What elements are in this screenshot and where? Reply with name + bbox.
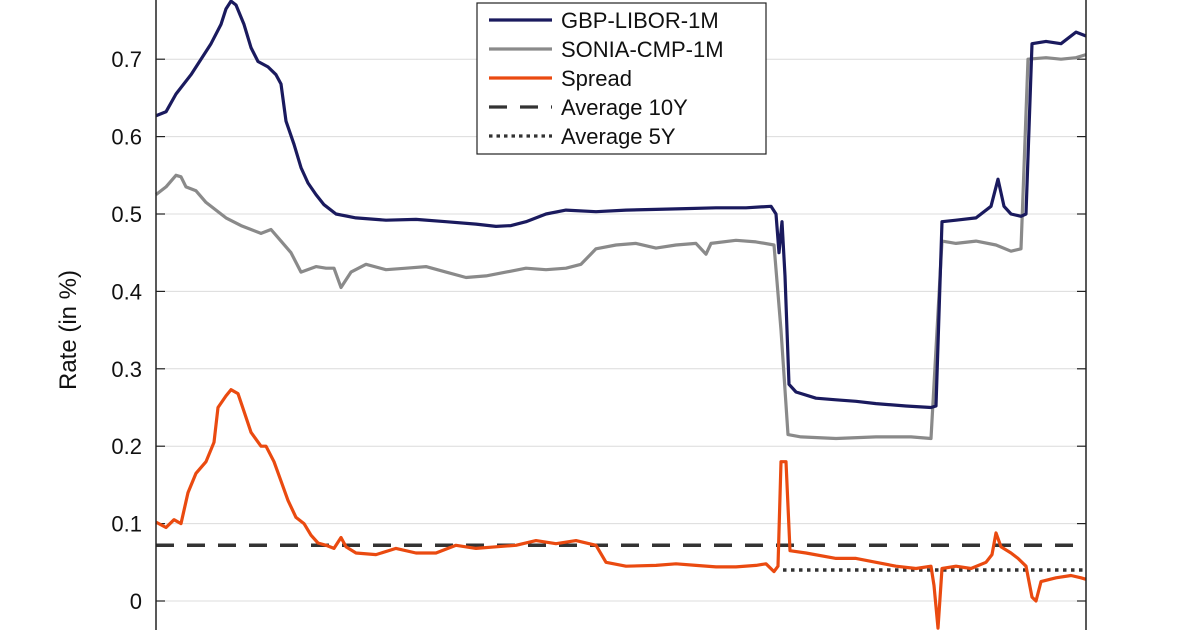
y-tick-label: 0.3 [111, 357, 142, 382]
y-tick-label: 0.5 [111, 202, 142, 227]
series-lines [155, 0, 1087, 630]
y-tick-label: 0.4 [111, 279, 142, 304]
y-tick-label: 0.7 [111, 47, 142, 72]
legend-label: Average 10Y [561, 95, 688, 120]
series-spread [155, 388, 1087, 630]
y-tick-label: 0.1 [111, 512, 142, 537]
legend-label: Average 5Y [561, 124, 676, 149]
y-tick-label: 0.6 [111, 125, 142, 150]
axes [155, 0, 1087, 630]
y-axis-label: Rate (in %) [55, 270, 82, 390]
y-tick-label: 0 [130, 589, 142, 614]
y-tick-labels: 0 0.1 0.2 0.3 0.4 0.5 0.6 0.7 [111, 47, 142, 614]
legend: GBP-LIBOR-1M SONIA-CMP-1M Spread Average 10… [476, 2, 767, 155]
legend-label: Spread [561, 66, 632, 91]
y-tick-label: 0.2 [111, 434, 142, 459]
series-gbp-libor-1m [155, 0, 1087, 410]
legend-label: SONIA-CMP-1M [561, 37, 724, 62]
legend-label: GBP-LIBOR-1M [561, 8, 719, 33]
